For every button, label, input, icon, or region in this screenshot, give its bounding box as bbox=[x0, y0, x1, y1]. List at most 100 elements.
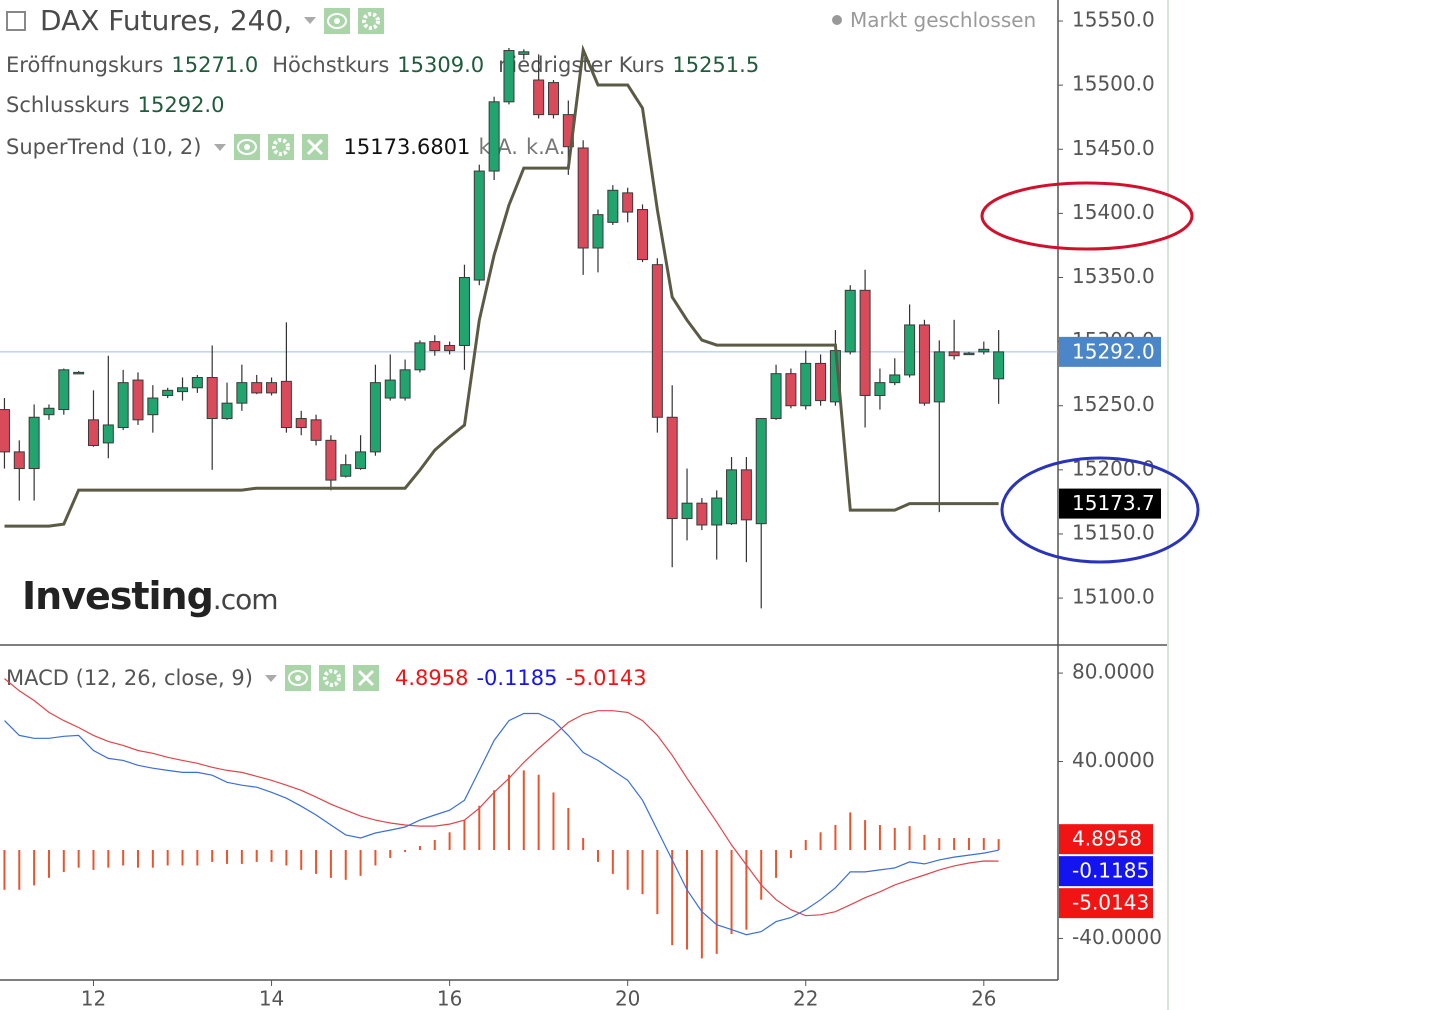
candle-body bbox=[251, 382, 263, 394]
eye-icon[interactable] bbox=[284, 665, 311, 691]
logo-suffix: .com bbox=[212, 582, 279, 616]
macd-tag-label: 4.8958 bbox=[1072, 827, 1142, 851]
candle-body bbox=[651, 264, 663, 418]
candle-body bbox=[933, 351, 945, 403]
y-tick-label: 15200.0 bbox=[1072, 456, 1155, 480]
eye-icon[interactable] bbox=[233, 134, 260, 160]
candle-body bbox=[755, 418, 767, 525]
candle-body bbox=[918, 324, 930, 404]
candle-body bbox=[666, 416, 678, 520]
icon-glyph bbox=[306, 138, 323, 156]
macd-tag bbox=[1059, 824, 1153, 855]
candle-body bbox=[696, 502, 708, 526]
candle-body bbox=[266, 382, 278, 394]
candle-body bbox=[815, 362, 827, 402]
dropdown[interactable] bbox=[264, 674, 277, 682]
candle-body bbox=[429, 341, 441, 352]
indicator-name: SuperTrend (10, 2) bbox=[6, 135, 202, 159]
candle-body bbox=[592, 214, 604, 249]
status: Markt geschlossen bbox=[832, 8, 1044, 32]
candle-body bbox=[607, 189, 619, 223]
ohlc-label: Eröffnungskurs bbox=[6, 53, 164, 77]
candle-body bbox=[236, 382, 248, 404]
annotation-circle bbox=[1000, 456, 1200, 564]
indicator-name: MACD (12, 26, close, 9) bbox=[6, 666, 253, 690]
candle-body bbox=[889, 374, 901, 384]
supertrend-line bbox=[4, 44, 999, 528]
candle-body bbox=[325, 439, 337, 481]
macd-tag bbox=[1059, 856, 1153, 887]
candle-body bbox=[295, 418, 307, 429]
indicator-value: -0.1185 bbox=[476, 666, 558, 690]
icon-glyph bbox=[322, 669, 341, 687]
status-text: Markt geschlossen bbox=[850, 8, 1037, 32]
candle-body bbox=[444, 344, 456, 352]
candle-body bbox=[58, 369, 70, 411]
gear-icon[interactable] bbox=[267, 134, 294, 160]
candle-body bbox=[117, 382, 129, 429]
gear-icon[interactable] bbox=[358, 7, 385, 34]
collapse-box[interactable] bbox=[6, 10, 26, 31]
candle-body bbox=[681, 502, 693, 520]
chart-title: DAX Futures, 240, bbox=[40, 4, 293, 37]
ohlc-label: Schlusskurs bbox=[6, 93, 130, 117]
eye-icon[interactable] bbox=[324, 7, 351, 34]
x-tick-label: 22 bbox=[793, 987, 818, 1010]
x-tick-label: 20 bbox=[615, 987, 640, 1010]
candle-body bbox=[503, 50, 515, 103]
status-dot bbox=[832, 15, 842, 25]
candle-body bbox=[13, 451, 25, 470]
candle-body bbox=[87, 419, 99, 446]
indicator-value: 15173.6801 bbox=[343, 135, 471, 159]
supertrend-tag-label: 15173.7 bbox=[1072, 491, 1155, 515]
candle-body bbox=[948, 351, 960, 357]
candle-body bbox=[43, 407, 55, 416]
glyph bbox=[306, 138, 323, 156]
candle-body bbox=[978, 348, 990, 353]
y-tick-label: 15400.0 bbox=[1072, 200, 1155, 224]
candle-body bbox=[577, 147, 589, 249]
close-icon[interactable] bbox=[301, 134, 328, 160]
dropdown[interactable] bbox=[213, 143, 226, 151]
close-icon[interactable] bbox=[352, 665, 379, 691]
signal-line bbox=[4, 678, 999, 917]
candle-body bbox=[221, 402, 233, 420]
glyph bbox=[243, 144, 250, 150]
macd-tag bbox=[1059, 888, 1153, 919]
candle-body bbox=[340, 464, 352, 477]
y-tick-label: 15450.0 bbox=[1072, 136, 1155, 160]
x-tick-label: 16 bbox=[437, 987, 462, 1010]
gear-icon[interactable] bbox=[318, 665, 345, 691]
candle-body bbox=[369, 382, 381, 453]
supertrend-legend: SuperTrend (10, 2) 15173.6801 k.A. k.A. bbox=[6, 134, 573, 160]
glyph bbox=[322, 669, 341, 687]
ohlc-row: Eröffnungskurs 15271.0 Höchstkurs 15309.0 … bbox=[6, 53, 767, 77]
icon-glyph bbox=[357, 669, 375, 687]
y-tick-label: 15150.0 bbox=[1072, 520, 1155, 544]
supertrend-tag bbox=[1059, 488, 1161, 519]
y-tick-label: 40.0000 bbox=[1072, 748, 1155, 772]
candle-body bbox=[963, 352, 975, 356]
y-tick-label: -40.0000 bbox=[1072, 925, 1162, 949]
glyph bbox=[236, 139, 257, 155]
y-tick-label: 15100.0 bbox=[1072, 585, 1155, 609]
candle-body bbox=[488, 101, 500, 172]
logo: Investing .com bbox=[22, 574, 278, 618]
candle-body bbox=[622, 192, 634, 213]
icon-glyph bbox=[362, 11, 381, 30]
candle-body bbox=[726, 469, 738, 525]
candle-body bbox=[518, 51, 530, 55]
ohlc-value: 15271.0 bbox=[171, 53, 259, 77]
candle-body bbox=[310, 419, 322, 441]
candle-body bbox=[533, 79, 545, 116]
x-tick-label: 26 bbox=[971, 987, 996, 1010]
candle-body bbox=[73, 371, 85, 375]
candle-body bbox=[993, 351, 1005, 380]
candle-body bbox=[399, 369, 411, 399]
candle-body bbox=[28, 416, 40, 470]
indicator-value: -5.0143 bbox=[565, 666, 647, 690]
ohlc-value: 15309.0 bbox=[397, 53, 485, 77]
dropdown[interactable] bbox=[304, 17, 317, 24]
glyph bbox=[327, 12, 348, 29]
